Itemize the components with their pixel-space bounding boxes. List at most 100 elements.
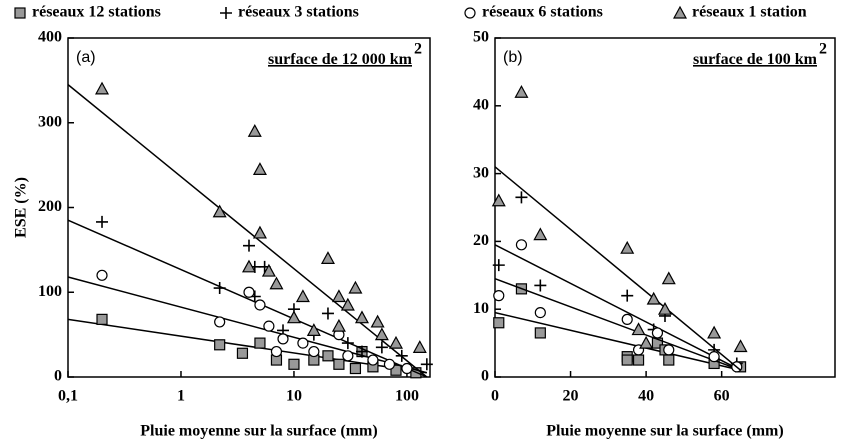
triangle-marker [733,339,748,353]
triangle-marker [331,289,346,303]
annotation: surface de 12 000 km [268,51,413,68]
annotation-sup: 2 [819,41,827,58]
plus-marker [534,279,547,292]
triangle-marker [657,301,673,315]
triangle-marker [514,84,529,98]
circle-marker [308,345,320,358]
square-marker [663,354,675,366]
square-marker [534,327,546,339]
triangle-marker [331,318,346,332]
legend-marker [464,7,476,19]
x-tick-label: 1 [177,388,185,405]
circle-marker [515,239,528,251]
square-marker [621,354,633,366]
x-tick-label: 100 [395,388,419,405]
y-tick-label: 50 [473,29,489,46]
triangle-marker [252,225,267,239]
triangle-marker [306,323,321,336]
fit-line [494,311,741,371]
plus-marker [375,341,388,354]
square-marker [493,317,505,329]
plus-marker [96,215,109,228]
y-tick-label: 300 [38,113,62,130]
legend-marker [672,5,688,19]
triangle-marker [533,227,548,241]
plus-marker [621,289,634,302]
triangle-marker [620,240,635,254]
plus-marker [243,239,255,252]
circle-marker [663,344,675,356]
triangle-marker [247,123,262,137]
circle-marker [277,333,289,345]
circle-marker [297,337,309,349]
plus-marker [515,191,528,204]
triangle-marker [212,204,227,218]
circle-marker [243,286,255,298]
triangle-marker [269,276,284,290]
triangle-marker [646,291,661,305]
y-tick-label: 30 [473,164,489,181]
square-marker [254,337,266,349]
plus-marker [321,307,334,320]
square-marker [322,350,334,362]
circle-marker [493,290,505,302]
y-tick-label: 10 [473,300,489,317]
plus-marker [341,337,354,350]
legend-label: réseaux 12 stations [32,4,161,21]
plus-marker [492,259,505,272]
fit-line [67,84,428,378]
legend-label: réseaux 3 stations [238,4,359,21]
triangle-marker [261,263,276,277]
y-tick-label: 20 [473,232,489,249]
legend-marker [220,7,232,19]
legend-label: réseaux 1 station [692,4,807,21]
square-marker [333,358,345,370]
circle-marker [383,358,396,370]
fit-line [494,244,741,371]
y-tick-label: 0 [481,368,489,385]
circle-marker [254,299,266,311]
square-marker [214,339,226,351]
triangle-marker [354,310,369,324]
triangle-marker [661,271,676,285]
annotation-text: surface de 12 000 km [268,51,413,68]
x-tick-label: 0,1 [58,388,78,405]
panel-label: (b) [503,49,523,66]
square-marker [96,313,108,325]
x-tick-label: 20 [563,388,579,405]
circle-marker [367,354,379,366]
y-tick-label: 40 [473,96,489,113]
annotation-text: surface de 100 km [693,51,818,68]
triangle-marker [374,327,389,341]
square-marker [288,358,300,370]
fit-line [494,166,742,371]
triangle-marker [388,335,404,349]
triangle-marker [370,314,385,328]
triangle-marker [639,335,654,349]
panel-label: (a) [76,49,96,66]
fit-line [67,276,428,374]
triangle-marker [491,193,506,207]
x-axis-label: Pluie moyenne sur la surface (mm) [140,423,377,440]
triangle-marker [412,340,427,353]
square-marker [349,362,362,375]
circle-marker [401,362,413,375]
triangle-marker [252,162,267,175]
square-marker [236,347,249,359]
x-tick-label: 40 [638,388,654,405]
y-axis-label: ESE (%) [13,177,30,238]
plus-marker [213,282,226,295]
y-tick-label: 400 [38,29,62,46]
x-tick-label: 10 [286,388,302,405]
annotation: surface de 100 km [693,51,818,68]
fit-line [494,277,741,371]
triangle-marker [707,325,722,339]
x-tick-label: 0 [491,388,499,405]
plot-frame [494,37,836,378]
triangle-marker [295,289,310,303]
triangle-marker [348,280,363,294]
triangle-marker [94,81,110,95]
y-tick-label: 200 [38,198,62,215]
circle-marker [214,316,226,328]
circle-marker [621,313,633,325]
